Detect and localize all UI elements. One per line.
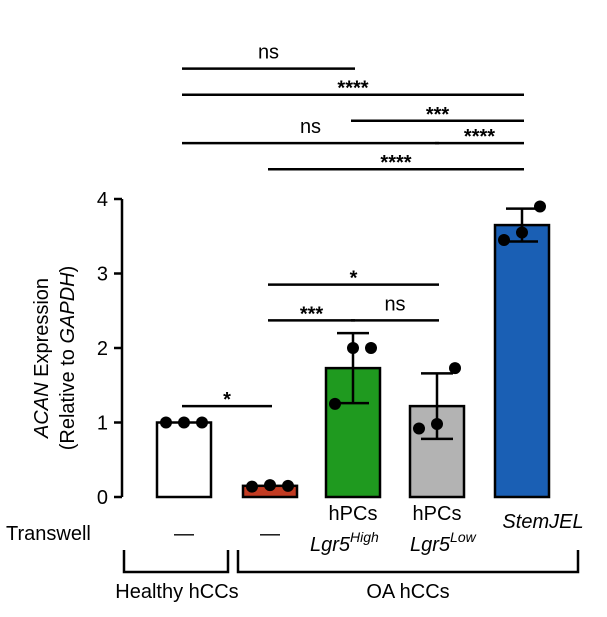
comparison-label: **** — [337, 78, 368, 100]
significance-brackets: **** ns*****ns ***********ns — [182, 42, 524, 411]
y-tick-label: 4 — [97, 189, 108, 211]
oa-group-label: OA hCCs — [366, 581, 449, 603]
y-axis: 0 1 2 3 4 — [97, 189, 124, 509]
y-tick-label: 2 — [97, 338, 108, 360]
y-tick-label: 0 — [97, 487, 108, 509]
healthy-dash: — — [174, 523, 194, 545]
y-tick-label: 1 — [97, 413, 108, 435]
data-point-lgr5low — [413, 422, 425, 435]
lgr5low-hpcs-label: hPCs — [413, 503, 462, 525]
data-point-oa — [246, 480, 258, 493]
oa-dash: — — [260, 523, 280, 545]
data-point-oa — [282, 479, 294, 492]
data-point-lgr5high — [347, 342, 359, 354]
comparison-label: ns — [384, 293, 405, 315]
stemjel-label: StemJEL — [502, 511, 583, 533]
data-point-oa — [264, 479, 276, 492]
data-point-healthy — [160, 416, 172, 429]
data-point-stemjel — [516, 226, 528, 239]
lgr5high-hpcs-label: hPCs — [329, 503, 378, 525]
data-point-stemjel — [498, 233, 510, 246]
y-axis-label: ACAN Expression — [31, 278, 53, 439]
healthy-group-bracket — [122, 550, 230, 574]
y-axis-label-line2: (Relative to GAPDH) — [57, 266, 79, 451]
data-point-lgr5high — [365, 342, 377, 354]
bar-stemjel — [493, 223, 551, 499]
data-point-healthy — [178, 416, 190, 429]
comparison-label: * — [350, 268, 358, 290]
bars — [155, 200, 551, 499]
lgr5high-label: Lgr5High — [310, 529, 379, 556]
comparison-label: ns — [258, 42, 279, 64]
bar-healthy — [155, 421, 213, 499]
data-point-lgr5low — [431, 417, 443, 430]
comparison-label: ns — [300, 116, 321, 138]
transwell-label: Transwell — [6, 523, 91, 545]
data-point-healthy — [196, 416, 208, 429]
comparison-label: **** — [380, 152, 411, 174]
comparison-label: *** — [426, 104, 450, 126]
comparison-label: *** — [300, 303, 324, 325]
healthy-group-label: Healthy hCCs — [115, 581, 238, 603]
data-point-lgr5low — [449, 362, 461, 375]
data-point-lgr5high — [329, 397, 341, 410]
lgr5low-label: Lgr5Low — [410, 529, 477, 556]
y-tick-label: 3 — [97, 264, 108, 286]
data-point-stemjel — [534, 200, 546, 213]
oa-group-bracket — [236, 550, 580, 574]
comparison-label: * — [223, 389, 231, 411]
comparison-label: **** — [464, 126, 495, 148]
